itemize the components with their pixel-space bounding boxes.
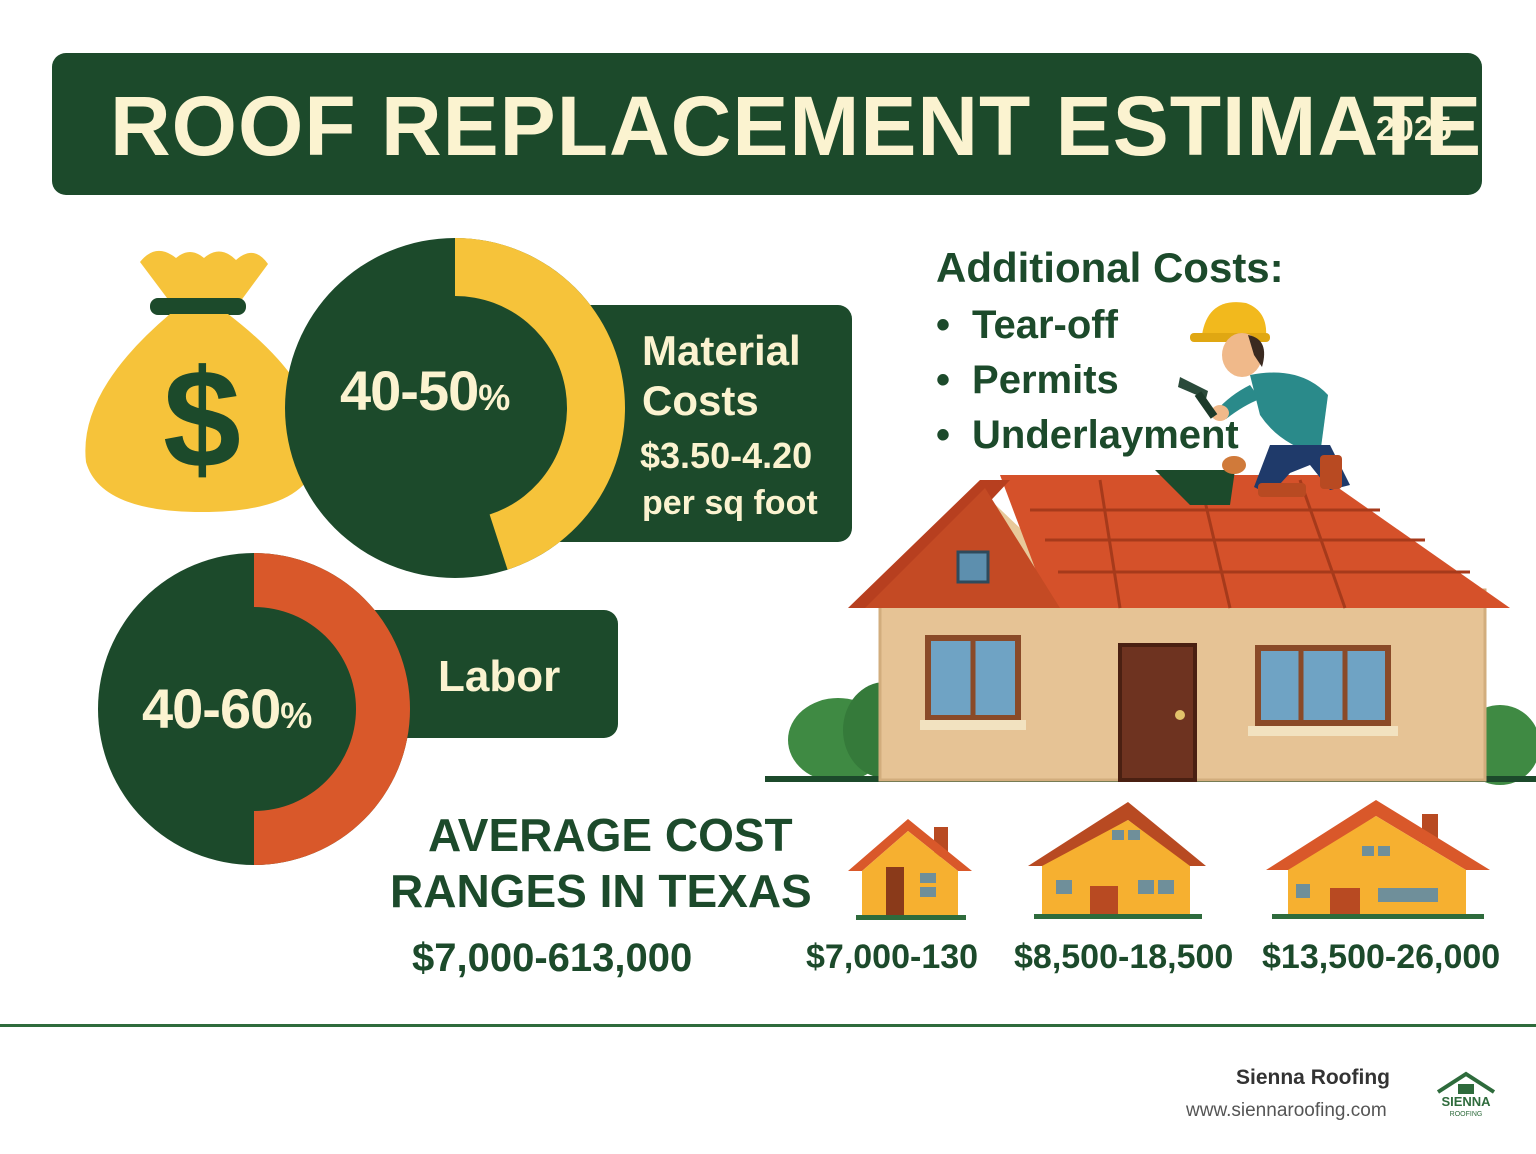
house-range-large: $13,500-26,000 — [1262, 938, 1501, 976]
material-donut-chart — [285, 238, 625, 578]
average-range: $7,000-613,000 — [412, 936, 693, 980]
material-share-arc — [455, 238, 625, 570]
material-percent: 40-50% — [340, 359, 510, 422]
labor-donut-chart — [98, 553, 410, 865]
labor-label: Labor — [438, 652, 561, 701]
money-bag-icon: $ — [85, 250, 318, 512]
material-label-line1: Material — [642, 327, 801, 374]
logo-text: SIENNA — [1441, 1094, 1491, 1109]
svg-text:$: $ — [163, 340, 241, 497]
roof-felt-patch — [1155, 470, 1235, 505]
list-item: Underlayment — [936, 408, 1239, 463]
labor-percent: 40-60% — [142, 677, 312, 740]
house-illustration — [765, 470, 1536, 785]
footer-url[interactable]: www.siennaroofing.com — [1186, 1100, 1387, 1121]
right-window — [1255, 645, 1391, 726]
footer-divider — [0, 1024, 1536, 1027]
material-unit: per sq foot — [642, 484, 818, 522]
title-banner — [52, 53, 1482, 195]
attic-window — [956, 550, 990, 584]
list-item: Tear-off — [936, 298, 1239, 353]
roofer-icon — [1178, 302, 1350, 497]
page-title: ROOF REPLACEMENT ESTIMATE — [110, 79, 1483, 173]
sienna-logo-icon: SIENNA ROOFING — [1436, 1071, 1496, 1118]
list-item: Permits — [936, 353, 1239, 408]
additional-costs-title: Additional Costs: — [936, 244, 1284, 291]
large-house-icon — [1266, 800, 1490, 919]
house-range-small: $7,000-130 — [806, 938, 979, 976]
roofer-shirt — [1250, 372, 1328, 455]
small-house-icon — [848, 819, 972, 920]
average-title-line2: RANGES IN TEXAS — [390, 865, 812, 917]
title-year: 2025 — [1376, 110, 1452, 148]
medium-house-icon — [1028, 802, 1206, 919]
labor-share-arc — [254, 553, 410, 865]
material-price: $3.50-4.20 — [640, 435, 813, 476]
house-range-medium: $8,500-18,500 — [1014, 938, 1234, 976]
footer-company: Sienna Roofing — [1236, 1066, 1390, 1089]
material-label-line2: Costs — [642, 377, 759, 424]
average-title-line1: AVERAGE COST — [428, 809, 793, 861]
logo-subtext: ROOFING — [1450, 1111, 1483, 1118]
additional-costs-list: Tear-off Permits Underlayment — [936, 298, 1239, 463]
